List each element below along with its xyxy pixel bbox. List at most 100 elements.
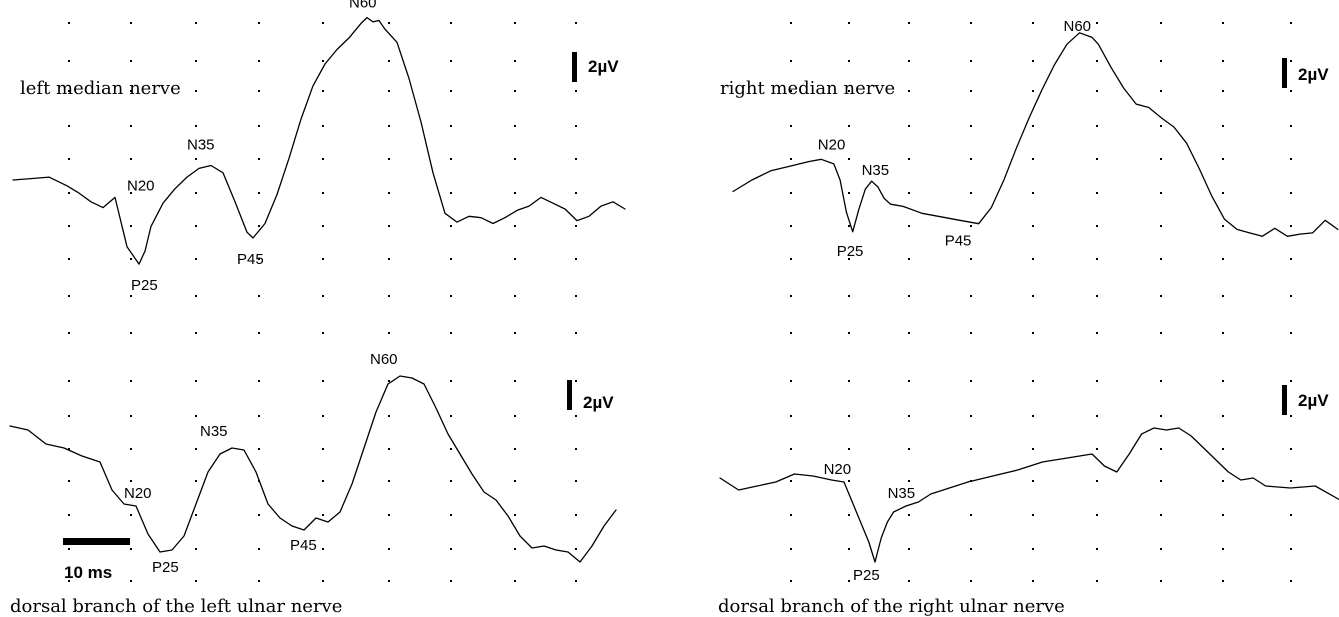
- grid-dot: [908, 90, 910, 92]
- grid-dot: [1096, 415, 1098, 417]
- amplitude-scale-label: 2µV: [583, 393, 614, 412]
- grid-dot: [1222, 548, 1224, 550]
- grid-dot: [1096, 60, 1098, 62]
- grid-dot: [908, 580, 910, 582]
- grid-dot: [1222, 448, 1224, 450]
- grid-dot: [1032, 380, 1034, 382]
- grid-dot: [1096, 192, 1098, 194]
- grid-dot: [130, 125, 132, 127]
- peak-label-n60: N60: [370, 351, 398, 368]
- grid-dot: [68, 125, 70, 127]
- grid-dot: [970, 22, 972, 24]
- grid-dot: [322, 548, 324, 550]
- panel-title-right-ulnar: dorsal branch of the right ulnar nerve: [718, 596, 1065, 617]
- grid-dot: [1160, 514, 1162, 516]
- grid-dot: [575, 548, 577, 550]
- grid-dot: [388, 192, 390, 194]
- grid-dot: [970, 258, 972, 260]
- grid-dot: [848, 295, 850, 297]
- grid-dot: [130, 514, 132, 516]
- grid-dot: [1290, 192, 1292, 194]
- grid-dot: [908, 60, 910, 62]
- grid-dot: [575, 332, 577, 334]
- grid-dot: [970, 158, 972, 160]
- grid-dot: [195, 380, 197, 382]
- grid-dot: [1160, 125, 1162, 127]
- grid-dot: [130, 225, 132, 227]
- grid-dot: [130, 448, 132, 450]
- grid-dot: [258, 22, 260, 24]
- grid-dot: [575, 448, 577, 450]
- grid-dot: [1160, 258, 1162, 260]
- grid-dot: [388, 225, 390, 227]
- grid-dot: [848, 60, 850, 62]
- grid-dot: [388, 295, 390, 297]
- peak-label-n35: N35: [200, 423, 228, 440]
- grid-dot: [790, 380, 792, 382]
- trace-right-median: [732, 32, 1339, 237]
- grid-dot: [908, 125, 910, 127]
- grid-dot: [258, 514, 260, 516]
- grid-dot: [1096, 225, 1098, 227]
- grid-dot: [908, 415, 910, 417]
- grid-dot: [388, 580, 390, 582]
- grid-dot: [1032, 415, 1034, 417]
- grid-dot: [195, 580, 197, 582]
- panel-title-right-median: right median nerve: [720, 78, 895, 99]
- grid-dot: [388, 480, 390, 482]
- grid-dot: [450, 548, 452, 550]
- grid-dot: [790, 125, 792, 127]
- grid-dot: [908, 225, 910, 227]
- grid-dot: [514, 295, 516, 297]
- grid-dot: [970, 514, 972, 516]
- grid-dot: [790, 225, 792, 227]
- grid-dot: [130, 158, 132, 160]
- grid-dot: [1290, 332, 1292, 334]
- grid-dot: [1222, 22, 1224, 24]
- grid-dot: [388, 158, 390, 160]
- grid-dot: [848, 415, 850, 417]
- grid-dot: [970, 60, 972, 62]
- grid-dot: [388, 22, 390, 24]
- grid-dot: [258, 90, 260, 92]
- grid-dot: [1096, 22, 1098, 24]
- grid-dot: [450, 22, 452, 24]
- peak-label-p25: P25: [131, 277, 158, 294]
- grid-dot: [195, 90, 197, 92]
- grid-dot: [1290, 415, 1292, 417]
- grid-dot: [1290, 580, 1292, 582]
- grid-dot: [1222, 125, 1224, 127]
- grid-dot: [1222, 332, 1224, 334]
- grid-dot: [1032, 125, 1034, 127]
- grid-dot: [258, 192, 260, 194]
- grid-dot: [130, 380, 132, 382]
- grid-dot: [130, 90, 132, 92]
- grid-dot: [1160, 380, 1162, 382]
- grid-dot: [514, 548, 516, 550]
- grid-dot: [514, 158, 516, 160]
- grid-dot: [1290, 380, 1292, 382]
- time-scale-bar: [63, 538, 130, 545]
- grid-dot: [450, 332, 452, 334]
- peak-label-p25: P25: [152, 559, 179, 576]
- grid-dot: [1222, 258, 1224, 260]
- grid-dot: [68, 415, 70, 417]
- grid-dot: [790, 332, 792, 334]
- grid-dot: [322, 415, 324, 417]
- grid-dot: [1222, 192, 1224, 194]
- peak-label-n60: N60: [1064, 18, 1092, 35]
- grid-dot: [450, 225, 452, 227]
- peak-label-n20: N20: [818, 136, 846, 153]
- grid-dot: [1160, 295, 1162, 297]
- grid-dot: [1096, 332, 1098, 334]
- grid-dot: [908, 480, 910, 482]
- grid-dot: [790, 258, 792, 260]
- grid-dot: [970, 580, 972, 582]
- trace-left-median: [12, 16, 626, 265]
- grid-dot: [258, 60, 260, 62]
- grid-dot: [258, 380, 260, 382]
- grid-dot: [1096, 580, 1098, 582]
- grid-dot: [790, 192, 792, 194]
- grid-dot: [575, 125, 577, 127]
- grid-dot: [1160, 448, 1162, 450]
